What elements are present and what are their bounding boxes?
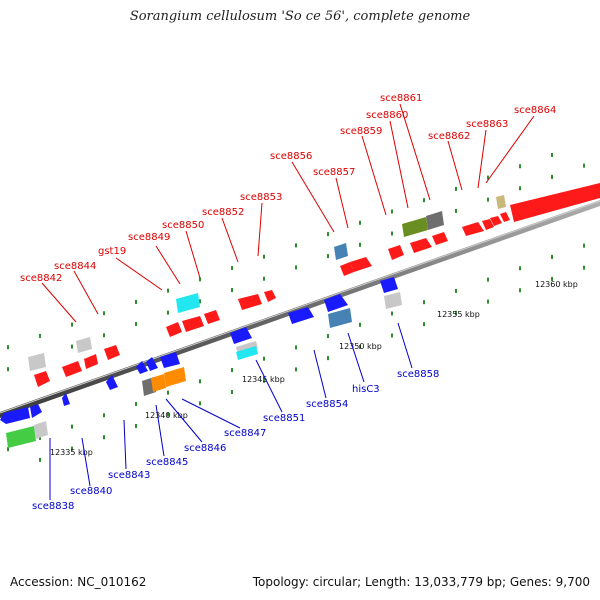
scale-label: 12345 kbp xyxy=(242,375,285,384)
gene-label[interactable]: sce8851 xyxy=(263,413,305,424)
gene-label[interactable]: sce8859 xyxy=(340,126,382,137)
scale-label: 12340 kbp xyxy=(145,411,188,420)
gene-arrow[interactable] xyxy=(500,212,510,222)
scale-label: 12335 kbp xyxy=(50,448,93,457)
scale-label: 12350 kbp xyxy=(339,342,382,351)
gene-label[interactable]: sce8863 xyxy=(466,119,508,130)
gene-box[interactable] xyxy=(28,353,46,371)
gene-box[interactable] xyxy=(6,426,36,448)
gene-arrow[interactable] xyxy=(84,354,98,369)
gene-label[interactable]: sce8853 xyxy=(240,192,282,203)
gene-box[interactable] xyxy=(334,243,348,260)
gene-arrow[interactable] xyxy=(106,375,118,390)
gene-arrow[interactable] xyxy=(160,352,180,368)
gene-arrow[interactable] xyxy=(62,361,82,377)
gene-arrow[interactable] xyxy=(230,327,252,344)
gene-box[interactable] xyxy=(164,367,186,387)
gene-label[interactable]: sce8845 xyxy=(146,457,188,468)
gene-box[interactable] xyxy=(76,337,92,353)
gene-arrow[interactable] xyxy=(350,257,372,272)
gene-label[interactable]: sce8847 xyxy=(224,428,266,439)
gene-arrow[interactable] xyxy=(482,219,494,230)
page-title: Sorangium cellulosum 'So ce 56', complet… xyxy=(129,9,471,24)
gene-label[interactable]: sce8864 xyxy=(514,105,556,116)
gene-box[interactable] xyxy=(176,293,200,313)
gene-box[interactable] xyxy=(34,421,48,439)
gene-arrow[interactable] xyxy=(264,290,276,302)
gene-label[interactable]: sce8852 xyxy=(202,207,244,218)
gene-arrow[interactable] xyxy=(462,222,484,236)
gene-label[interactable]: sce8846 xyxy=(184,443,226,454)
gene-label[interactable]: sce8844 xyxy=(54,261,96,272)
scale-labels: 12335 kbp 12340 kbp 12345 kbp 12350 kbp … xyxy=(50,280,578,457)
gene-arrow[interactable] xyxy=(340,262,354,276)
gene-arrow[interactable] xyxy=(0,407,30,424)
gene-arrow[interactable] xyxy=(166,322,182,337)
gene-label[interactable]: sce8858 xyxy=(397,369,439,380)
gene-arrow[interactable] xyxy=(510,183,600,222)
gene-arrow[interactable] xyxy=(104,345,120,360)
gene-arrow[interactable] xyxy=(182,316,204,332)
gene-arrow[interactable] xyxy=(324,294,348,312)
backbone-highlight xyxy=(0,200,600,414)
gene-label[interactable]: sce8849 xyxy=(128,232,170,243)
gene-arrow[interactable] xyxy=(136,361,148,374)
gene-arrow[interactable] xyxy=(238,294,262,310)
gene-arrow[interactable] xyxy=(34,371,50,387)
gene-label[interactable]: sce8842 xyxy=(20,273,62,284)
leader-lines xyxy=(41,103,535,500)
gene-arrow[interactable] xyxy=(146,357,158,371)
tick-track-group xyxy=(7,152,585,462)
gene-arrow[interactable] xyxy=(380,277,398,293)
gene-arrow[interactable] xyxy=(490,216,502,226)
forward-gene-labels: sce8842 sce8844 gst19 sce8849 sce8850 sc… xyxy=(20,93,556,284)
scale-label: 12355 kbp xyxy=(437,310,480,319)
gene-label[interactable]: sce8856 xyxy=(270,151,312,162)
gene-label[interactable]: sce8857 xyxy=(313,167,355,178)
gene-features xyxy=(0,183,600,448)
gene-arrow[interactable] xyxy=(30,404,42,418)
gene-arrow[interactable] xyxy=(62,393,70,406)
gene-arrow[interactable] xyxy=(410,238,432,253)
reverse-gene-labels: sce8838 sce8840 sce8843 sce8845 sce8846 … xyxy=(32,369,439,512)
gene-label[interactable]: sce8862 xyxy=(428,131,470,142)
gene-label[interactable]: sce8860 xyxy=(366,110,408,121)
topology-summary: Topology: circular; Length: 13,033,779 b… xyxy=(252,575,590,589)
gene-box[interactable] xyxy=(151,374,166,392)
gene-label[interactable]: sce8854 xyxy=(306,399,348,410)
gene-box[interactable] xyxy=(426,211,444,230)
gene-label[interactable]: sce8843 xyxy=(108,470,150,481)
scale-label: 12360 kbp xyxy=(535,280,578,289)
gene-label[interactable]: sce8840 xyxy=(70,486,112,497)
gene-box[interactable] xyxy=(328,308,352,328)
gene-box[interactable] xyxy=(384,292,402,309)
gene-label[interactable]: gst19 xyxy=(98,246,126,257)
gene-label[interactable]: sce8850 xyxy=(162,220,204,231)
gene-label[interactable]: sce8861 xyxy=(380,93,422,104)
gene-arrow[interactable] xyxy=(288,307,314,324)
gene-box[interactable] xyxy=(236,346,258,360)
gene-box[interactable] xyxy=(496,195,506,209)
gene-arrow[interactable] xyxy=(432,232,448,245)
gene-label[interactable]: sce8838 xyxy=(32,501,74,512)
gene-arrow[interactable] xyxy=(388,245,404,260)
accession-text: Accession: NC_010162 xyxy=(10,575,147,589)
gene-box[interactable] xyxy=(402,217,428,237)
gene-arrow[interactable] xyxy=(204,310,220,324)
gene-label[interactable]: hisC3 xyxy=(352,384,380,395)
